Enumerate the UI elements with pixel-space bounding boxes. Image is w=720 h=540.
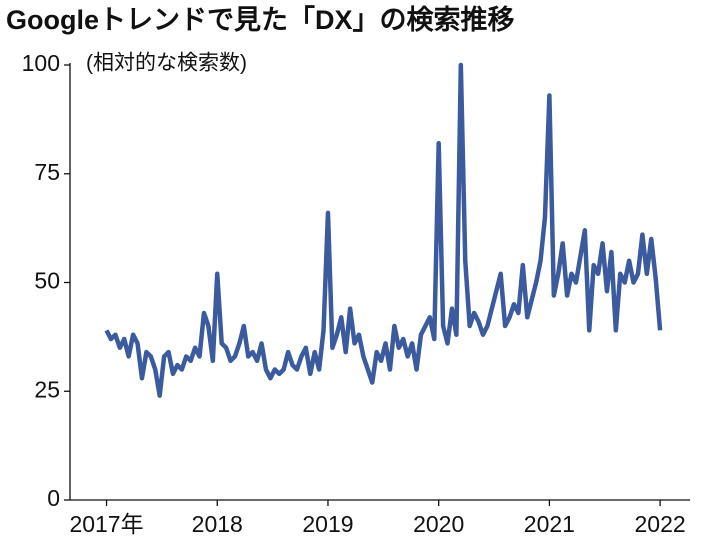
y-tick-label: 50 <box>34 268 60 294</box>
y-axis-label: (相対的な検索数) <box>86 52 247 75</box>
chart-title: Googleトレンドで見た「DX」の検索推移 <box>6 4 515 35</box>
y-tick-label: 100 <box>22 50 60 76</box>
x-tick-label: 2021 <box>524 511 575 537</box>
line <box>104 62 663 398</box>
x-tick-label: 2017年 <box>69 511 143 537</box>
x-tick-label: 2019 <box>302 511 353 537</box>
x-tick-label: 2020 <box>413 511 464 537</box>
x-tick-label: 2022 <box>635 511 686 537</box>
x-tick-label: 2018 <box>192 511 243 537</box>
y-tick-label: 25 <box>34 376 60 402</box>
y-tick-label: 0 <box>47 485 60 511</box>
y-tick-label: 75 <box>34 159 60 185</box>
